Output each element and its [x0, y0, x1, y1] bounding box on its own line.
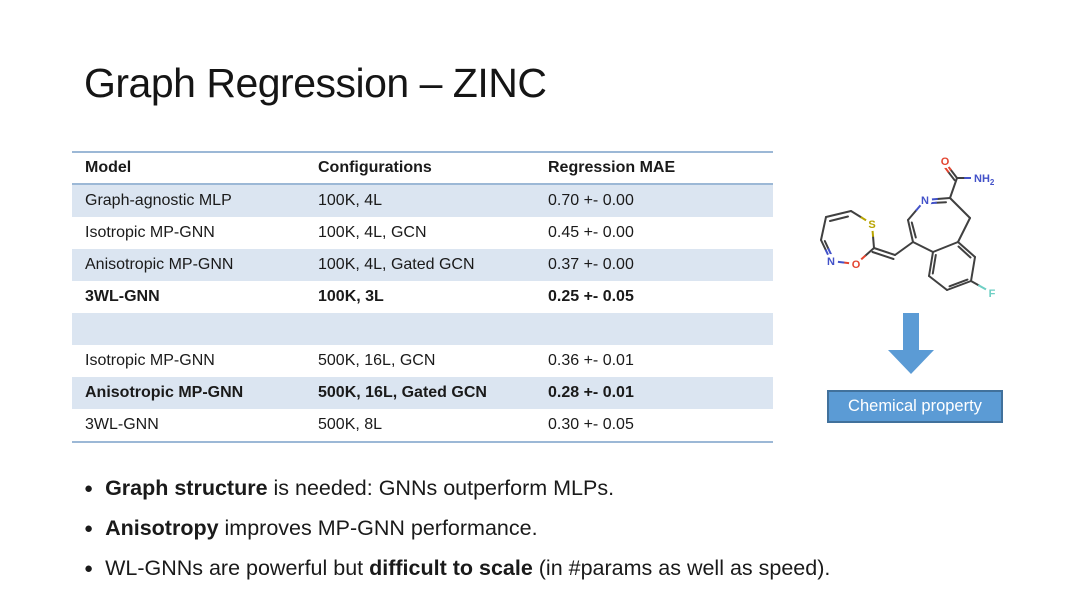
bullet-dot-icon: ●	[84, 519, 94, 537]
table-cell: Anisotropic MP-GNN	[85, 256, 234, 273]
table-row: Isotropic MP-GNN 500K, 16L, GCN 0.36 +- 0.…	[72, 345, 773, 377]
table-row: 3WL-GNN 500K, 8L 0.30 +- 0.05	[72, 409, 773, 441]
fluorine-atom-label: F	[989, 288, 996, 300]
oxygen-bonds	[842, 161, 952, 265]
table-cell: 0.25 +- 0.05	[548, 288, 634, 305]
bullet-item: ● Anisotropy improves MP-GNN performance.	[84, 508, 1064, 548]
table-row	[72, 313, 773, 345]
table-row: Anisotropic MP-GNN 100K, 4L, Gated GCN 0.3…	[72, 249, 773, 281]
table-cell: Anisotropic MP-GNN	[85, 384, 244, 401]
table-cell: 0.37 +- 0.00	[548, 256, 634, 273]
table-row: 3WL-GNN 100K, 3L 0.25 +- 0.05	[72, 281, 773, 313]
table-cell: 0.70 +- 0.00	[548, 192, 634, 209]
bullet-text: Anisotropy improves MP-GNN performance.	[105, 515, 538, 540]
nitrogen-bonds	[825, 177, 973, 264]
oxygen-amide-atom-label: O	[941, 156, 950, 168]
results-table: Model Configurations Regression MAE Graph-…	[72, 151, 773, 443]
table-cell: 500K, 16L, Gated GCN	[318, 384, 487, 401]
table-header-cell: Regression MAE	[548, 159, 676, 176]
table-cell: 0.45 +- 0.00	[548, 224, 634, 241]
nitrogen-azepine-atom-label: N	[921, 195, 929, 207]
table-cell: 3WL-GNN	[85, 416, 159, 433]
table-cell: 100K, 3L	[318, 288, 384, 305]
bullet-text: WL-GNNs are powerful but difficult to sc…	[105, 555, 831, 580]
table-cell: 0.28 +- 0.01	[548, 384, 634, 401]
table-cell: Isotropic MP-GNN	[85, 224, 215, 241]
amide-nh2-label: NH2	[974, 173, 995, 187]
table-cell: 3WL-GNN	[85, 288, 160, 305]
chemical-property-label: Chemical property	[848, 397, 982, 415]
table-cell: 0.36 +- 0.01	[548, 352, 634, 369]
atom-label-backings	[824, 154, 999, 300]
table-cell: 100K, 4L, Gated GCN	[318, 256, 475, 273]
bullet-dot-icon: ●	[84, 479, 94, 497]
table-cell: 500K, 8L	[318, 416, 383, 433]
table-row: Graph-agnostic MLP 100K, 4L 0.70 +- 0.00	[72, 185, 773, 217]
table-cell: Graph-agnostic MLP	[85, 192, 232, 209]
oxygen-ring-atom-label: O	[852, 259, 861, 271]
table-header-row: Model Configurations Regression MAE	[72, 153, 773, 185]
sulfur-atom-label: S	[868, 219, 875, 231]
table-header-cell: Configurations	[318, 159, 432, 176]
down-arrow-icon	[888, 313, 934, 374]
page-title: Graph Regression – ZINC	[84, 60, 547, 106]
bullet-item: ● Graph structure is needed: GNNs outperf…	[84, 468, 1064, 508]
table-cell: 100K, 4L, GCN	[318, 224, 427, 241]
table-row: Isotropic MP-GNN 100K, 4L, GCN 0.45 +- 0.0…	[72, 217, 773, 249]
molecule-bonds	[820, 168, 980, 291]
bullet-text: Graph structure is needed: GNNs outperfo…	[105, 475, 615, 500]
table-cell: 100K, 4L	[318, 192, 383, 209]
fluorine-bond	[978, 284, 988, 291]
bullet-dot-icon: ●	[84, 559, 94, 577]
table-cell: Isotropic MP-GNN	[85, 352, 215, 369]
table-body: Graph-agnostic MLP 100K, 4L 0.70 +- 0.00 Is…	[72, 185, 773, 441]
table-header-cell: Model	[85, 159, 132, 176]
atom-labels: S O N N O F NH2	[827, 156, 996, 300]
molecule-structure-image: S O N N O F NH2	[820, 154, 999, 300]
table-cell: 0.30 +- 0.05	[548, 416, 634, 433]
bullet-item: ● WL-GNNs are powerful but difficult to s…	[84, 548, 1064, 588]
chemical-property-box: Chemical property	[827, 390, 1003, 423]
nitrogen-ring-atom-label: N	[827, 256, 835, 268]
bullet-list: ● Graph structure is needed: GNNs outperf…	[84, 468, 1064, 588]
table-row: Anisotropic MP-GNN 500K, 16L, Gated GCN 0.…	[72, 377, 773, 409]
table-cell: 500K, 16L, GCN	[318, 352, 436, 369]
